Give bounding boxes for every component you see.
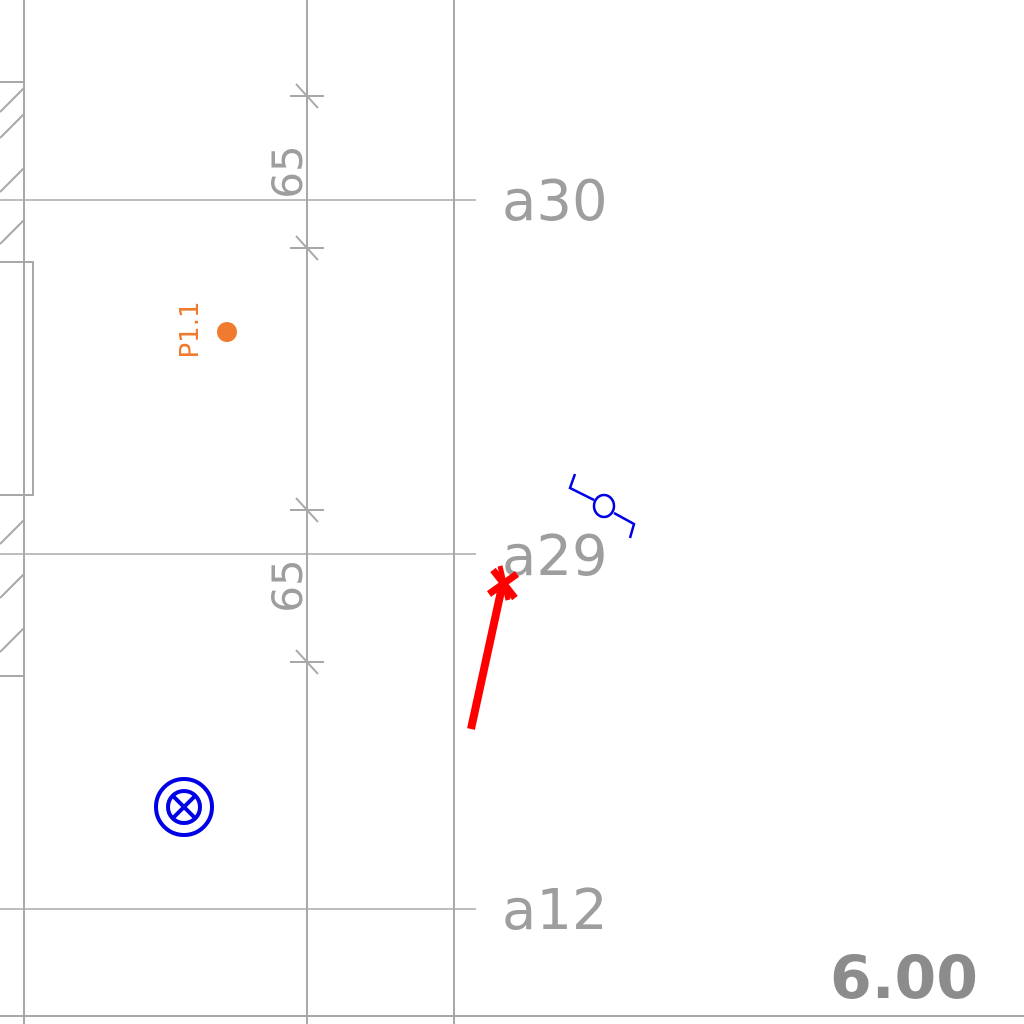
survey-point-marker[interactable] — [217, 322, 237, 342]
dimension-label-lower: 65 — [263, 559, 312, 612]
hatched-wall-top — [0, 81, 25, 245]
grid-label-a29: a29 — [502, 524, 608, 589]
level-label: 6.00 — [830, 943, 978, 1013]
ceiling-outlet-icon — [154, 777, 214, 837]
dimension-ticks — [290, 83, 324, 675]
grid-label-a30: a30 — [502, 169, 608, 234]
hatched-wall-bottom — [0, 519, 25, 677]
door-frame-outline — [0, 261, 34, 496]
survey-point-label: P1.1 — [175, 301, 205, 358]
valve-symbol-icon — [568, 473, 636, 539]
red-marker-icon — [467, 565, 520, 730]
grid-label-a12: a12 — [502, 878, 608, 943]
dimension-label-upper: 65 — [263, 145, 312, 198]
